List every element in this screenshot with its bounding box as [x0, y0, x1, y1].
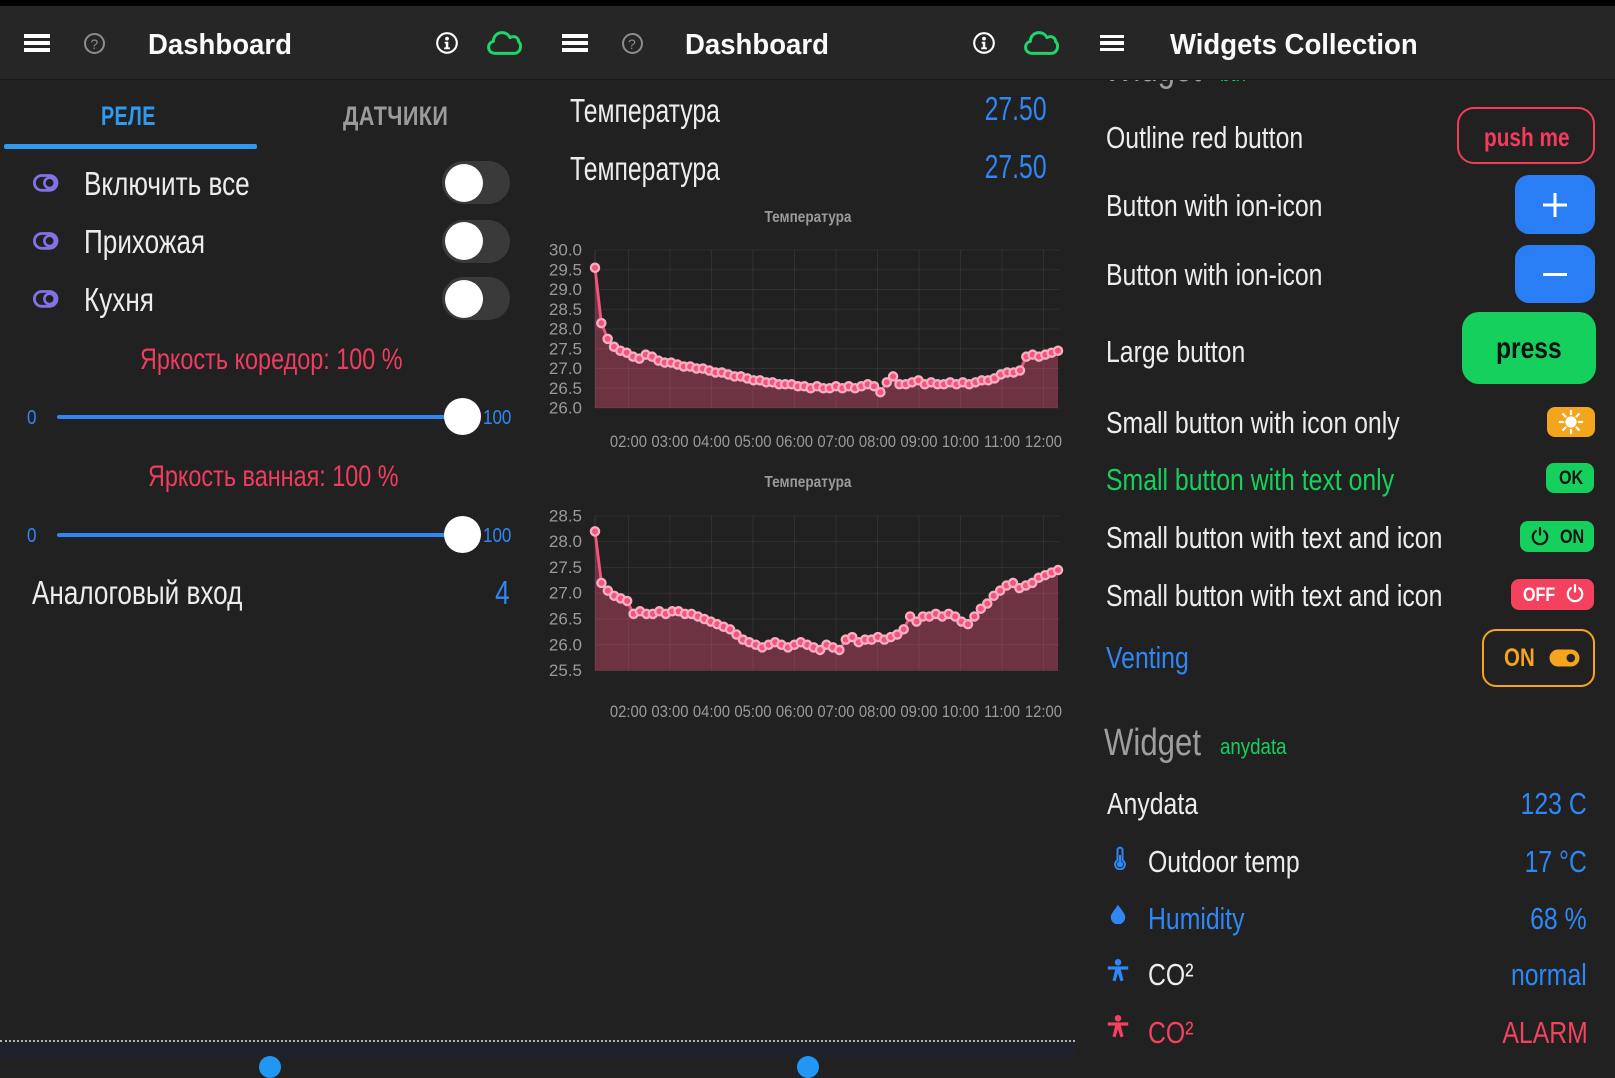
svg-text:Температура: Температура: [765, 474, 853, 491]
svg-text:11:00: 11:00: [984, 703, 1020, 721]
svg-text:29.0: 29.0: [549, 280, 582, 299]
svg-text:10:00: 10:00: [942, 433, 979, 451]
svg-text:05:00: 05:00: [734, 703, 771, 721]
svg-text:07:00: 07:00: [817, 433, 854, 451]
svg-text:12:00: 12:00: [1025, 433, 1062, 451]
svg-text:26.5: 26.5: [549, 379, 582, 398]
svg-text:03:00: 03:00: [651, 703, 688, 721]
svg-text:07:00: 07:00: [817, 703, 854, 721]
svg-text:27.5: 27.5: [549, 339, 582, 358]
svg-text:05:00: 05:00: [734, 433, 771, 451]
svg-text:27.0: 27.0: [549, 359, 582, 378]
svg-text:11:00: 11:00: [984, 433, 1020, 451]
svg-text:04:00: 04:00: [693, 703, 730, 721]
svg-text:04:00: 04:00: [693, 433, 730, 451]
svg-text:08:00: 08:00: [859, 433, 896, 451]
svg-text:28.5: 28.5: [549, 506, 582, 525]
svg-text:26.0: 26.0: [549, 399, 582, 418]
svg-text:25.5: 25.5: [549, 661, 582, 680]
svg-text:26.5: 26.5: [549, 610, 582, 629]
svg-text:06:00: 06:00: [776, 433, 813, 451]
svg-text:27.5: 27.5: [549, 558, 582, 577]
svg-text:28.0: 28.0: [549, 320, 582, 339]
svg-text:09:00: 09:00: [900, 433, 937, 451]
svg-text:29.5: 29.5: [549, 260, 582, 279]
svg-text:12:00: 12:00: [1025, 703, 1062, 721]
svg-text:28.0: 28.0: [549, 532, 582, 551]
svg-text:10:00: 10:00: [942, 703, 979, 721]
svg-text:02:00: 02:00: [610, 433, 647, 451]
svg-text:27.0: 27.0: [549, 584, 582, 603]
svg-text:28.5: 28.5: [549, 300, 582, 319]
svg-text:09:00: 09:00: [900, 703, 937, 721]
svg-text:02:00: 02:00: [610, 703, 647, 721]
svg-text:30.0: 30.0: [549, 241, 582, 260]
svg-text:03:00: 03:00: [651, 433, 688, 451]
svg-text:26.0: 26.0: [549, 635, 582, 654]
svg-text:06:00: 06:00: [776, 703, 813, 721]
svg-text:08:00: 08:00: [859, 703, 896, 721]
svg-text:Температура: Температура: [765, 209, 853, 226]
